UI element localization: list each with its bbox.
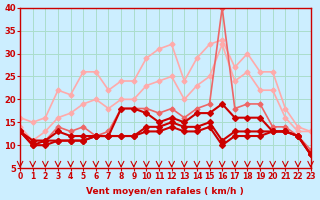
X-axis label: Vent moyen/en rafales ( km/h ): Vent moyen/en rafales ( km/h ) (86, 187, 244, 196)
